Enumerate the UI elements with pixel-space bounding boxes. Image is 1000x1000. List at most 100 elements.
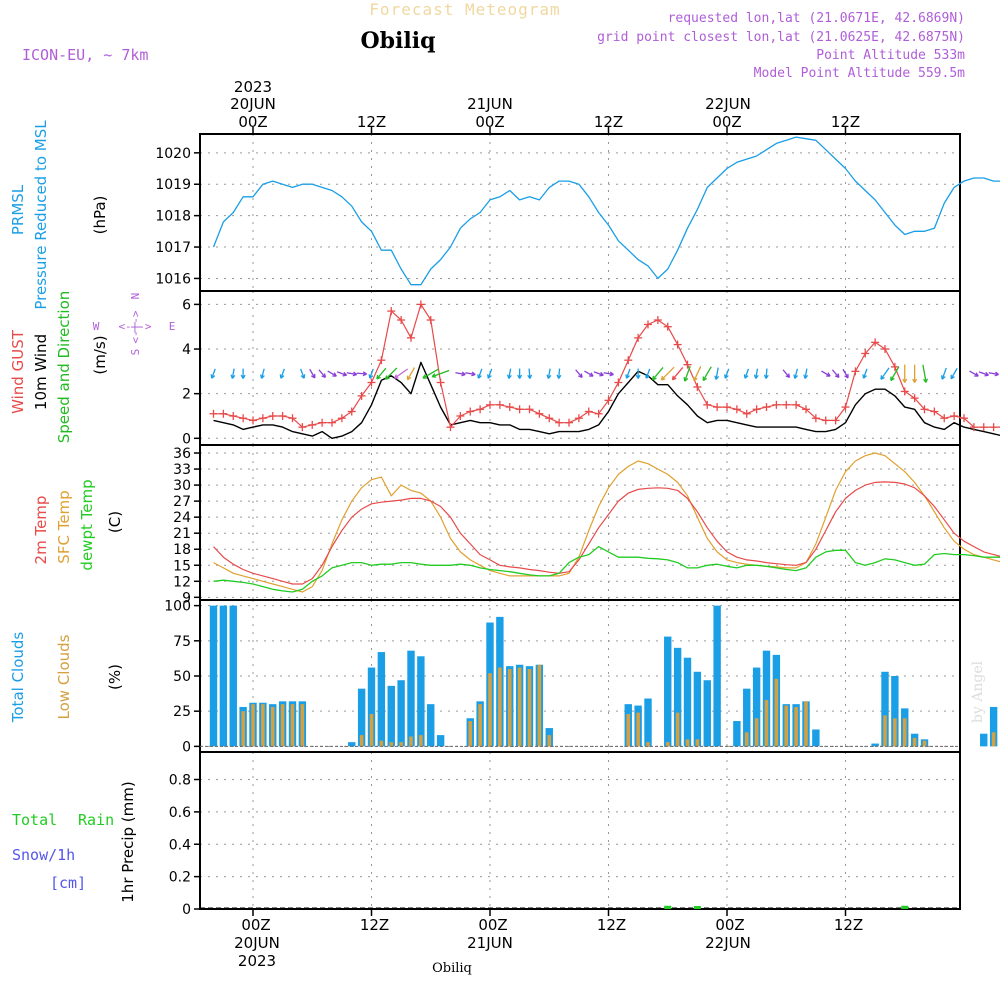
low-cloud-bar <box>280 704 285 747</box>
ytick-label-wind: 2 <box>182 387 191 403</box>
total-cloud-bar <box>683 657 692 747</box>
total-cloud-bar <box>407 650 415 747</box>
ytick-label-pressure: 1020 <box>155 146 191 162</box>
panel-pressure: 1016 1017 1018 1019 1020 <box>155 133 961 292</box>
gust-marker <box>357 391 366 400</box>
wind-direction-arrow <box>702 366 712 382</box>
total-cloud-bar <box>703 680 711 747</box>
low-cloud-bar <box>379 740 384 747</box>
compass-arrow-h: <-|-> <box>118 320 151 333</box>
top-time-tick-label: 12Z <box>831 113 860 131</box>
precip-label-snow: Snow/1h <box>12 846 75 864</box>
low-cloud-bar <box>419 735 423 747</box>
gust-marker <box>821 416 830 425</box>
low-cloud-bar <box>261 704 265 747</box>
low-cloud-bar <box>626 714 631 747</box>
total-cloud-bar <box>743 688 751 747</box>
rain-bar <box>901 905 909 909</box>
gust-marker <box>900 387 909 396</box>
total-cloud-bar <box>348 742 356 747</box>
gust-marker <box>407 333 415 342</box>
low-cloud-bar <box>754 718 759 747</box>
wind-direction-arrow <box>465 371 476 377</box>
total-cloud-bar <box>881 671 889 747</box>
low-cloud-bar <box>507 668 512 747</box>
wind-direction-arrow <box>506 368 512 379</box>
gust-marker <box>752 405 761 414</box>
low-cloud-bar <box>774 678 779 747</box>
total-cloud-bar <box>436 735 445 747</box>
low-cloud-bar <box>764 699 769 747</box>
gust-marker <box>851 367 860 376</box>
bottom-year: 2023 <box>238 952 276 970</box>
low-cloud-bar <box>547 735 552 747</box>
gust-marker <box>436 378 445 387</box>
gust-marker <box>841 403 850 412</box>
top-year: 2023 <box>234 78 272 96</box>
gust-marker <box>387 307 396 316</box>
low-cloud-bar <box>527 668 532 747</box>
low-cloud-bar <box>241 711 245 747</box>
top-time-tick-label: 00Z <box>238 113 267 131</box>
wind-direction-arrow <box>693 366 702 382</box>
gust-marker <box>584 407 593 416</box>
top-time-tick-label: 12Z <box>357 113 386 131</box>
ytick-label-temp: 18 <box>173 542 191 558</box>
wind-direction-arrow <box>821 370 831 377</box>
gust-marker <box>466 407 475 416</box>
wind-direction-arrow <box>487 368 493 379</box>
gust-marker <box>239 414 248 423</box>
low-cloud-bar <box>488 673 492 747</box>
frame-pressure <box>199 133 961 292</box>
ytick-label-temp: 30 <box>173 478 191 494</box>
total-cloud-bar <box>762 650 771 747</box>
bottom-date-20jun: 20JUN <box>234 934 280 952</box>
low-cloud-bar <box>804 701 808 747</box>
low-cloud-bar <box>991 732 996 747</box>
gust-marker <box>268 411 277 420</box>
precip-label-rain: Rain <box>78 811 114 829</box>
wind-direction-arrow <box>763 368 769 379</box>
low-cloud-bar <box>695 739 700 747</box>
gust-marker <box>318 418 327 427</box>
top-date-21jun: 21JUN <box>467 95 513 113</box>
ytick-label-temp: 12 <box>173 574 191 590</box>
ytick-label-clouds: 50 <box>173 669 191 685</box>
wind-direction-arrow <box>584 370 594 377</box>
wind-direction-arrow <box>671 367 684 381</box>
point-altitude: Point Altitude 533m <box>816 48 965 63</box>
gust-marker <box>969 423 978 432</box>
wind-direction-arrow <box>368 368 374 379</box>
low-cloud-bar <box>409 736 413 747</box>
top-time-tick-label: 12Z <box>594 113 623 131</box>
gust-marker <box>890 362 899 371</box>
ytick-label-wind: 4 <box>182 342 191 358</box>
panel-precip: 0 0.2 0.4 0.6 0.8 <box>169 751 961 918</box>
total-cloud-bar <box>367 667 376 747</box>
low-cloud-bar <box>912 737 917 747</box>
total-cloud-bar <box>377 652 386 747</box>
wind-direction-arrow <box>556 368 562 379</box>
bottom-time-tick-label: 12Z <box>360 916 389 934</box>
bottom-time-tick-label: 00Z <box>715 916 744 934</box>
low-cloud-bar <box>784 705 789 747</box>
wind-direction-arrow <box>714 367 720 380</box>
ytick-label-clouds: 100 <box>164 599 191 615</box>
gust-marker <box>486 400 494 409</box>
gust-marker <box>989 423 998 432</box>
total-cloud-bar <box>209 605 218 747</box>
grid-point: grid point closest lon,lat (21.0625E, 42… <box>597 30 965 45</box>
gust-marker <box>802 405 810 414</box>
gust-marker <box>308 420 317 429</box>
total-cloud-bar <box>229 605 237 747</box>
rain-bar <box>664 905 672 909</box>
low-cloud-bar <box>270 706 275 747</box>
ytick-label-wind: 6 <box>182 297 191 313</box>
gust-marker <box>742 409 751 418</box>
location-title: Obiliq <box>360 28 435 54</box>
gust-marker <box>792 400 801 409</box>
total-cloud-bar <box>812 729 820 747</box>
low-cloud-bar <box>685 739 690 747</box>
compass-rose: W <-|-> E N <-|-> S <box>93 293 176 356</box>
gust-marker <box>782 400 791 409</box>
